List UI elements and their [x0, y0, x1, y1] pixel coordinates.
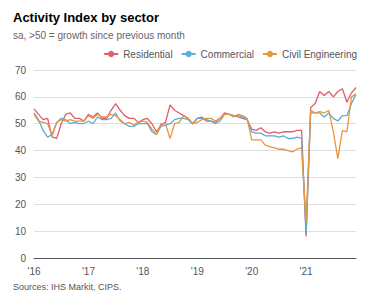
- svg-text:20: 20: [15, 199, 27, 210]
- svg-text:Commercial: Commercial: [201, 49, 254, 60]
- svg-text:sa, >50 = growth since previou: sa, >50 = growth since previous month: [13, 30, 185, 41]
- svg-text:10: 10: [15, 226, 27, 237]
- svg-text:30: 30: [15, 172, 27, 183]
- svg-text:0: 0: [20, 253, 26, 264]
- svg-text:Sources: IHS Markit, CIPS.: Sources: IHS Markit, CIPS.: [13, 282, 122, 292]
- svg-text:Residential: Residential: [123, 49, 172, 60]
- svg-text:'19: '19: [191, 266, 204, 277]
- svg-text:'20: '20: [245, 266, 258, 277]
- svg-text:'21: '21: [300, 266, 313, 277]
- svg-text:70: 70: [15, 65, 27, 76]
- svg-text:Activity Index by sector: Activity Index by sector: [13, 10, 159, 25]
- svg-text:'18: '18: [136, 266, 149, 277]
- svg-text:60: 60: [15, 91, 27, 102]
- svg-text:40: 40: [15, 145, 27, 156]
- svg-text:'16: '16: [27, 266, 40, 277]
- svg-text:Civil Engineering: Civil Engineering: [282, 49, 357, 60]
- svg-text:'17: '17: [82, 266, 95, 277]
- svg-text:50: 50: [15, 118, 27, 129]
